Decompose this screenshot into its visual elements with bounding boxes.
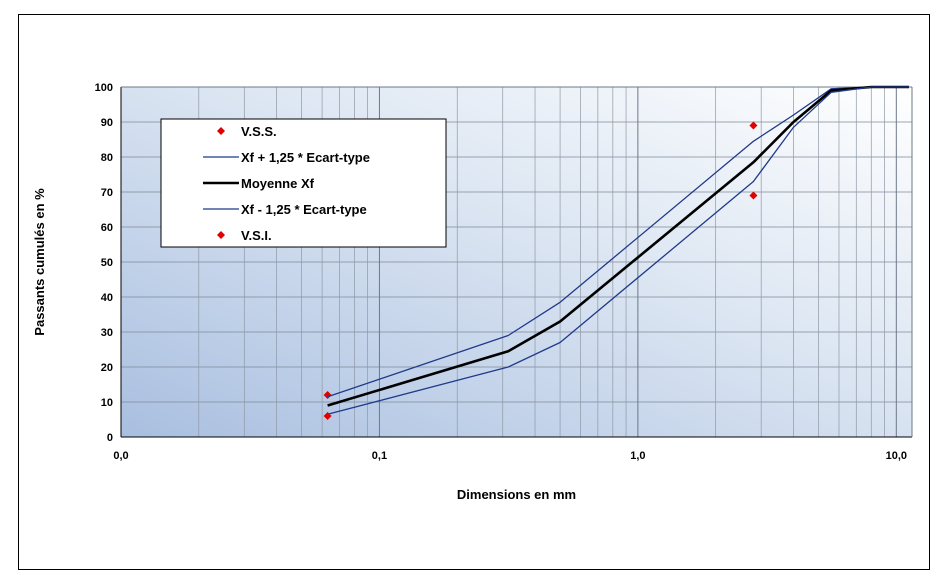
- x-axis-title: Dimensions en mm: [457, 487, 576, 502]
- y-tick-label: 0: [107, 432, 113, 444]
- x-tick-label: 0,1: [372, 450, 387, 462]
- series-0-point: [323, 391, 332, 399]
- y-tick-label: 50: [101, 257, 113, 269]
- legend: V.S.S. Xf + 1,25 * Ecart-type Moyenne Xf Xf…: [160, 118, 447, 248]
- y-tick-label: 100: [95, 82, 113, 94]
- y-tick-label: 20: [101, 362, 113, 374]
- legend-label: V.S.I.: [241, 228, 272, 243]
- x-tick-label: 1,0: [630, 450, 645, 462]
- series-group: [323, 85, 909, 420]
- chart-svg: 0 10 20 30 40 50 60 70 80 90 100 0,0 0,1 1,0 10,0 Dime…: [32, 82, 913, 502]
- legend-swatch-marker: [217, 231, 225, 239]
- legend-label: Xf - 1,25 * Ecart-type: [241, 202, 367, 217]
- y-tick-label: 40: [101, 292, 113, 304]
- axes: [120, 86, 913, 438]
- legend-swatch-marker: [217, 127, 225, 135]
- y-tick-label: 80: [101, 152, 113, 164]
- series-3-line: [327, 86, 909, 415]
- series-0-point: [749, 121, 758, 130]
- legend-label: Xf + 1,25 * Ecart-type: [241, 150, 370, 165]
- series-4-point: [323, 412, 332, 420]
- legend-label: V.S.S.: [241, 124, 277, 139]
- y-tick-label: 60: [101, 222, 113, 234]
- y-tick-label: 10: [101, 397, 113, 409]
- y-axis-title: Passants cumulés en %: [32, 188, 47, 336]
- y-tick-label: 90: [101, 117, 113, 129]
- x-tick-label: 10,0: [886, 450, 907, 462]
- y-tick-label: 30: [101, 327, 113, 339]
- x-tick-label: 0,0: [113, 450, 128, 462]
- chart-frame: 0 10 20 30 40 50 60 70 80 90 100 0,0 0,1 1,0 10,0 Dime…: [18, 14, 930, 570]
- tick-labels: 0 10 20 30 40 50 60 70 80 90 100 0,0 0,1 1,0 10,0: [95, 82, 907, 462]
- series-4-point: [749, 191, 758, 200]
- y-tick-label: 70: [101, 187, 113, 199]
- legend-label: Moyenne Xf: [241, 176, 315, 191]
